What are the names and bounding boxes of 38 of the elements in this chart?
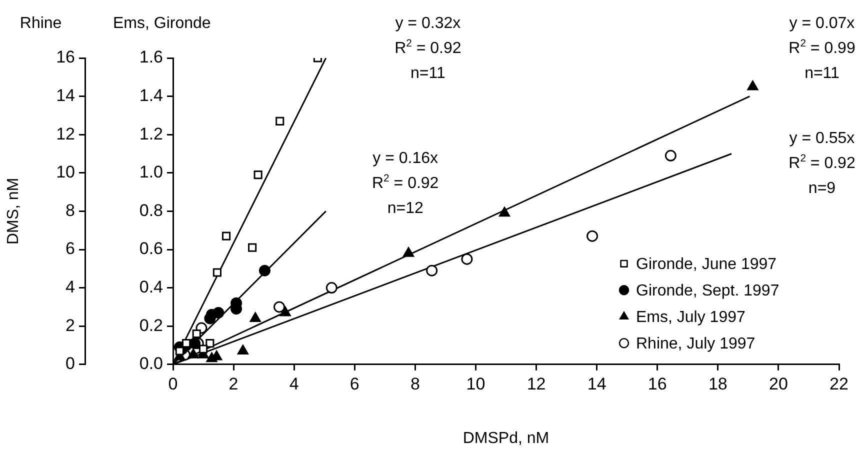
y-tick-label: 2 <box>66 316 75 335</box>
x-tick-label: 2 <box>228 374 238 394</box>
legend-label: Ems, July 1997 <box>636 309 746 326</box>
x-tick-label: 0 <box>168 374 178 394</box>
legend-label: Rhine, July 1997 <box>636 336 756 353</box>
y2-tick-label: 0.4 <box>139 277 163 296</box>
x-axis-title: DMSPd, nM <box>462 430 550 447</box>
y-tick-label: 14 <box>56 86 75 105</box>
y2-tick-label: 1.4 <box>139 86 163 105</box>
x-tick-label: 4 <box>289 374 299 394</box>
x-tick-label: 16 <box>648 374 667 394</box>
x-tick-label: 18 <box>708 374 728 394</box>
x-tick-label: 8 <box>410 374 420 394</box>
y2-axis-title: Ems, Gironde <box>113 15 211 32</box>
y2-tick-label: 0.8 <box>139 200 163 220</box>
y2-tick-label: 1.2 <box>139 124 163 144</box>
y-tick-label: 8 <box>66 200 75 220</box>
x-tick-label: 14 <box>587 374 606 394</box>
y-tick-label: 12 <box>56 124 75 144</box>
x-tick-label: 12 <box>526 374 546 394</box>
y2-tick-label: 0.0 <box>139 354 163 374</box>
y-tick-label: 4 <box>66 277 75 296</box>
y2-tick-label: 1.0 <box>139 162 163 182</box>
y2-tick-label: 1.6 <box>139 48 163 67</box>
y2-tick-label: 0.2 <box>139 316 163 335</box>
y-tick-label: 6 <box>66 239 75 258</box>
y-tick-label: 16 <box>56 48 75 67</box>
x-tick-label: 20 <box>768 374 788 394</box>
x-tick-label: 22 <box>830 374 848 394</box>
y-tick-label: 0 <box>66 354 75 374</box>
x-tick-label: 10 <box>466 374 486 394</box>
legend-label: Gironde, Sept. 1997 <box>636 282 780 300</box>
text: Rhine <box>20 15 62 32</box>
x-tick-label: 6 <box>350 374 360 394</box>
y2-tick-label: 0.6 <box>139 239 163 258</box>
y-axis-title: DMS, nM <box>5 178 22 245</box>
y-tick-label: 10 <box>56 162 75 182</box>
legend-label: Gironde, June 1997 <box>636 256 777 274</box>
